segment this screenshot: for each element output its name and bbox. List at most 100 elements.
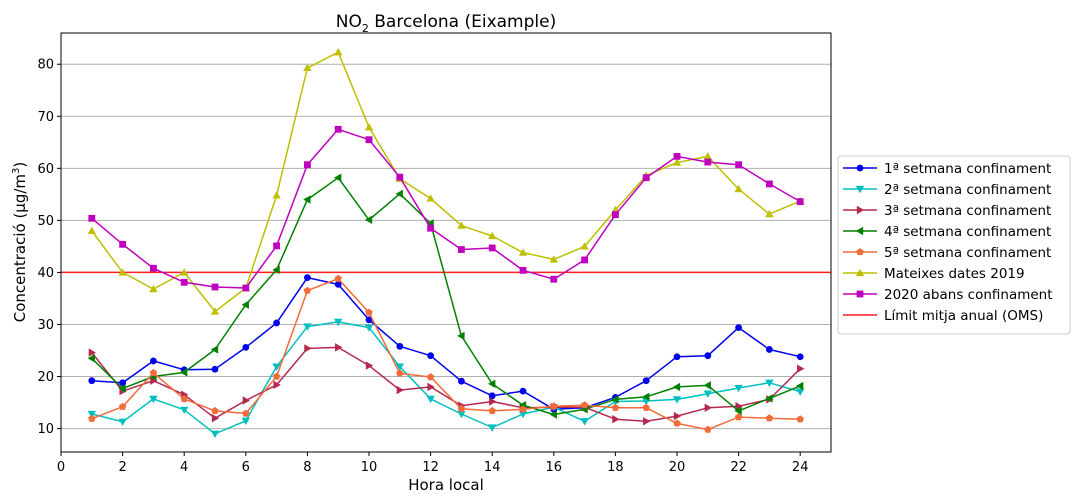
data-point [489, 397, 497, 406]
series-4 [87, 173, 804, 419]
data-point [672, 396, 682, 404]
data-point [427, 352, 434, 360]
data-point [395, 189, 403, 199]
legend-item: Mateixes dates 2019 [843, 266, 1025, 282]
data-point [334, 281, 342, 288]
data-point [673, 353, 681, 361]
legend-label: 4ª setmana confinament [884, 224, 1051, 240]
data-point [364, 123, 374, 131]
legend-label: 2ª setmana confinament [884, 182, 1051, 198]
data-point [88, 414, 96, 422]
data-point [704, 158, 712, 166]
data-point [549, 255, 558, 263]
data-point [87, 410, 96, 419]
data-point [180, 278, 188, 286]
x-tick-label: 10 [361, 460, 378, 475]
y-tick-label: 20 [37, 370, 54, 385]
series-line [91, 321, 801, 435]
legend-swatch-marker [856, 164, 864, 172]
data-point [364, 215, 373, 225]
legend-item: 4ª setmana confinament [843, 224, 1051, 240]
data-point [734, 184, 743, 193]
data-point [304, 161, 311, 169]
plot-frame [60, 32, 832, 453]
data-point [796, 415, 804, 423]
legend-swatch-marker [855, 185, 865, 194]
data-point [673, 152, 681, 160]
x-axis-ticks: 0 2 4 6 8 10 12 14 16 18 20 22 24 [57, 452, 808, 475]
data-point [796, 198, 804, 206]
data-point [211, 413, 220, 423]
data-point [334, 318, 343, 327]
data-point [703, 381, 711, 390]
legend-label: 2020 abans confinament [884, 287, 1053, 303]
data-point [334, 48, 343, 56]
data-point [488, 392, 496, 400]
data-point [273, 319, 280, 327]
data-point [273, 242, 280, 250]
data-point [272, 265, 280, 275]
data-point [519, 405, 527, 413]
data-point [427, 224, 434, 232]
data-point [211, 365, 219, 373]
x-tick-label: 8 [303, 460, 311, 475]
data-point [488, 231, 497, 240]
data-point [272, 363, 281, 371]
x-tick-label: 16 [546, 460, 563, 475]
y-tick-label: 10 [37, 422, 54, 437]
data-point [735, 401, 743, 411]
data-point [303, 195, 311, 204]
data-point [210, 430, 220, 438]
data-point [766, 180, 773, 188]
x-tick-label: 2 [118, 460, 126, 475]
series-2 [87, 318, 805, 438]
series-5 [88, 274, 804, 433]
data-point [118, 384, 126, 393]
x-axis-label: Hora local [408, 476, 484, 494]
data-point [242, 409, 250, 417]
legend-swatch-marker [856, 290, 864, 298]
legend-label: 5ª setmana confinament [884, 245, 1051, 261]
data-point [518, 248, 528, 256]
data-point [703, 152, 712, 160]
data-point [457, 331, 465, 341]
data-point [612, 211, 619, 219]
data-point [796, 388, 805, 396]
legend-label: Límit mitja anual (OMS) [884, 308, 1043, 324]
data-point [303, 63, 312, 72]
data-point [304, 344, 312, 353]
x-tick-label: 12 [422, 460, 439, 475]
data-point [426, 194, 435, 202]
data-point [150, 264, 157, 272]
legend-label: 1ª setmana confinament [884, 161, 1051, 177]
data-point [796, 353, 804, 361]
data-point [242, 284, 250, 292]
data-point [642, 392, 650, 402]
data-point [642, 403, 650, 411]
data-point [457, 221, 466, 229]
data-point [180, 406, 189, 415]
data-point [118, 268, 127, 276]
data-point [704, 352, 712, 360]
data-point [118, 418, 127, 427]
data-point [149, 368, 158, 377]
legend-label: Mateixes dates 2019 [884, 266, 1025, 282]
data-point [303, 323, 312, 331]
data-point [396, 173, 404, 181]
data-point [765, 414, 774, 422]
data-point [334, 173, 342, 182]
legend-swatch-marker [855, 268, 865, 277]
data-point [765, 394, 773, 403]
legend-swatch-marker [855, 226, 864, 236]
data-point [704, 425, 712, 433]
x-tick-label: 14 [484, 460, 501, 475]
data-point [272, 372, 281, 380]
data-point [426, 395, 435, 404]
data-point [580, 242, 589, 250]
y-axis-label: Concentració (µg/m3) [11, 162, 29, 323]
y-axis-ticks: 10 20 30 40 50 60 70 80 [37, 58, 61, 437]
series-7 [88, 125, 804, 292]
data-point [581, 256, 588, 264]
data-point [458, 246, 465, 253]
data-point [272, 191, 281, 199]
